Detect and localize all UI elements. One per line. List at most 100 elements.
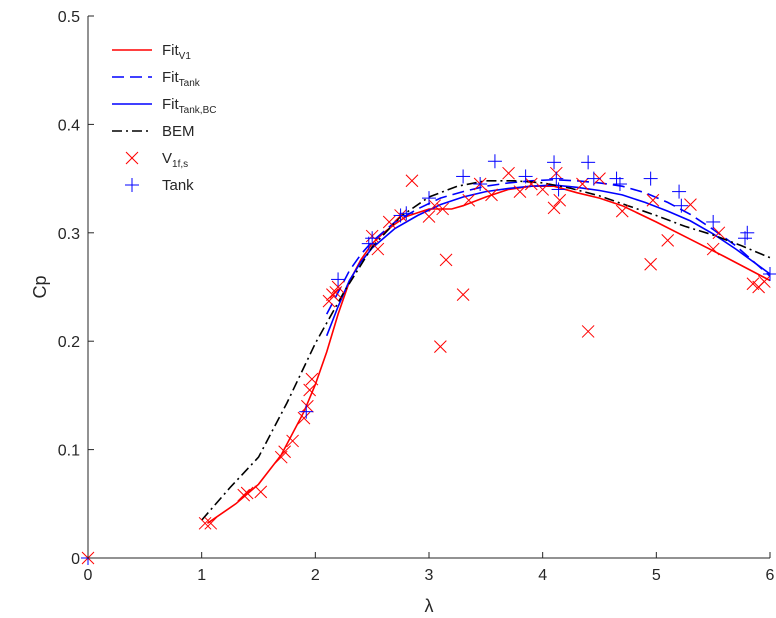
legend-bem-label: BEM xyxy=(162,123,195,140)
x-tick-label: 4 xyxy=(538,567,547,584)
series-v1f-s-point xyxy=(581,325,595,338)
series-v1f-s-point xyxy=(204,516,218,530)
series-v1f-s-point xyxy=(536,183,550,196)
legend-fittank-bc: FitTank,BC xyxy=(112,96,216,116)
series-tank-point xyxy=(609,171,624,186)
series-v1f-s-point xyxy=(382,215,396,229)
series-v1f-s-point xyxy=(712,226,726,240)
legend-fittank: FitTank xyxy=(112,69,201,89)
x-tick-label: 3 xyxy=(425,567,434,584)
legend-fittank-bc-label: FitTank,BC xyxy=(162,96,216,116)
series-tank-point xyxy=(586,171,601,186)
series-v1f-s-point xyxy=(322,294,336,308)
series-tank-point xyxy=(487,154,502,169)
series-v1f-s-point xyxy=(326,288,339,301)
series-tank-point xyxy=(518,169,533,184)
series-fittank-line xyxy=(325,178,771,315)
series-v1f-s-point xyxy=(547,201,561,215)
series-v1f-s-point xyxy=(405,174,419,188)
series-tank-point xyxy=(547,155,562,170)
series-tank-point xyxy=(365,231,380,246)
legend: FitV1 FitTank FitTank,BC BEM V1f,s Tank xyxy=(112,42,216,194)
x-tick-label: 0 xyxy=(84,567,93,584)
series-fitv1-line xyxy=(206,185,771,524)
series-v1f-s-point xyxy=(428,199,442,213)
series-tank-point xyxy=(551,182,566,197)
series-v1f-s-point xyxy=(615,204,629,218)
series-v1f-s-point xyxy=(286,434,299,448)
y-tick-label: 0.3 xyxy=(58,226,80,243)
series-v1f-s-point xyxy=(297,411,311,425)
series-v1f-s-point xyxy=(240,486,254,500)
series-v1f-s-point xyxy=(646,193,660,207)
series-tank-point xyxy=(422,191,436,206)
legend-bem: BEM xyxy=(112,123,195,140)
series-v1f-s-point xyxy=(434,340,447,353)
series-v1f-s-point xyxy=(237,488,251,502)
legend-v1f-s-label: V1f,s xyxy=(162,150,188,170)
series-v1f-s-point xyxy=(198,516,212,530)
series-v1f-s-point xyxy=(684,198,697,211)
series-v1f-s-point xyxy=(706,242,720,256)
series-tank-point xyxy=(299,404,314,419)
series-tank-point xyxy=(393,208,408,223)
y-tick-label: 0 xyxy=(71,551,80,568)
series-tank-point xyxy=(331,272,346,287)
series-tank-point xyxy=(473,177,488,192)
legend-fitv1-label: FitV1 xyxy=(162,42,191,62)
series-tank-point xyxy=(361,236,376,251)
series-v1f-s-point xyxy=(576,177,589,191)
x-tick-label: 6 xyxy=(766,567,775,584)
series-v1f-s-point xyxy=(502,166,515,180)
series-bem-line xyxy=(201,180,771,521)
series-tank-point xyxy=(737,231,752,246)
x-tick-label: 2 xyxy=(311,567,320,584)
legend-fitv1: FitV1 xyxy=(112,42,191,62)
y-tick-label: 0.2 xyxy=(58,334,80,351)
legend-v1f-s-swatch xyxy=(125,151,139,165)
series-tank-point xyxy=(674,198,689,213)
series-v1f-s-point xyxy=(371,242,385,256)
series-tank-point xyxy=(643,171,658,186)
series-tank-point xyxy=(740,225,755,240)
series-v1f-s-point xyxy=(456,288,470,301)
series-v1f-s-markers xyxy=(81,166,771,565)
legend-fittank-label: FitTank xyxy=(162,69,201,89)
series-tank-point xyxy=(763,266,776,281)
plot-area xyxy=(88,16,770,558)
series-tank-point xyxy=(672,184,687,199)
x-axis-label: λ xyxy=(425,596,434,616)
series-v1f-s-point xyxy=(757,275,771,288)
series-v1f-s-point xyxy=(462,193,476,207)
series-v1f-s-point xyxy=(485,188,498,202)
series-tank-point xyxy=(456,169,471,184)
y-tick-label: 0.4 xyxy=(58,117,80,134)
x-ticks: 0 1 2 3 4 5 6 xyxy=(84,552,775,584)
series-v1f-s-point xyxy=(553,193,567,207)
series-v1f-s-point xyxy=(644,257,658,271)
series-tank-point xyxy=(612,177,627,192)
series-tank-point xyxy=(706,214,721,229)
y-ticks: 0 0.1 0.2 0.3 0.4 0.5 xyxy=(58,9,94,568)
legend-tank: Tank xyxy=(125,177,194,194)
series-tank-point xyxy=(581,155,596,170)
y-tick-label: 0.1 xyxy=(58,443,80,460)
legend-tank-label: Tank xyxy=(162,177,194,194)
series-v1f-s-point xyxy=(254,485,268,499)
series-tank-point xyxy=(549,171,564,186)
series-v1f-s-point xyxy=(524,177,538,191)
series-tank-markers xyxy=(81,154,776,565)
legend-tank-swatch xyxy=(125,178,139,192)
series-v1f-s-point xyxy=(439,253,453,267)
legend-v1f-s: V1f,s xyxy=(125,150,188,170)
series-layer xyxy=(81,154,776,565)
series-v1f-s-point xyxy=(746,277,760,291)
series-v1f-s-point xyxy=(661,234,675,247)
series-v1f-s-point xyxy=(301,399,314,413)
x-tick-label: 5 xyxy=(652,567,661,584)
y-axis-label: Cp xyxy=(30,275,50,298)
series-v1f-s-point xyxy=(278,445,291,459)
series-v1f-s-point xyxy=(436,202,449,216)
series-tank-point xyxy=(399,206,414,221)
